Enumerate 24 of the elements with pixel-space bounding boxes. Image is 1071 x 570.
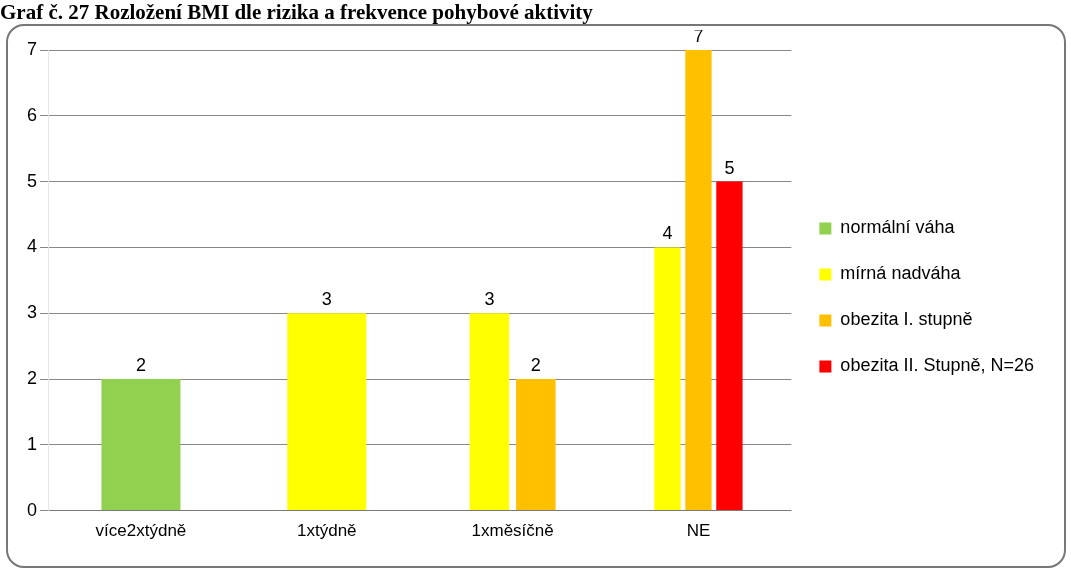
data-label: 2 (135, 354, 146, 375)
x-tick-label: více2xtýdně (95, 521, 187, 541)
x-tick-label: 1xměsíčně (471, 521, 554, 541)
data-label: 4 (662, 223, 673, 244)
y-tick-label: 1 (27, 433, 38, 454)
y-tick-label: 0 (27, 499, 38, 520)
data-label: 7 (693, 25, 704, 46)
y-tick-label: 5 (27, 170, 38, 191)
y-tick-label: 4 (27, 236, 38, 257)
legend-label: obezita II. Stupně, N=26 (840, 355, 1035, 376)
legend-label: normální váha (840, 217, 956, 238)
legend-label: obezita I. stupně (840, 309, 973, 330)
x-tick-label: 1xtýdně (297, 521, 357, 541)
y-tick-label: 7 (27, 38, 38, 59)
data-label: 3 (321, 289, 332, 310)
legend-label: mírná nadváha (840, 263, 962, 284)
chart-title: Graf č. 27 Rozložení BMI dle rizika a frekvence pohybové aktivity (0, 0, 594, 25)
x-tick-label: NE (686, 521, 711, 541)
data-label: 3 (484, 289, 495, 310)
y-tick-label: 3 (27, 302, 38, 323)
data-label: 5 (724, 157, 735, 178)
data-label: 2 (530, 354, 541, 375)
y-tick-label: 6 (27, 104, 38, 125)
y-tick-label: 2 (27, 367, 38, 388)
